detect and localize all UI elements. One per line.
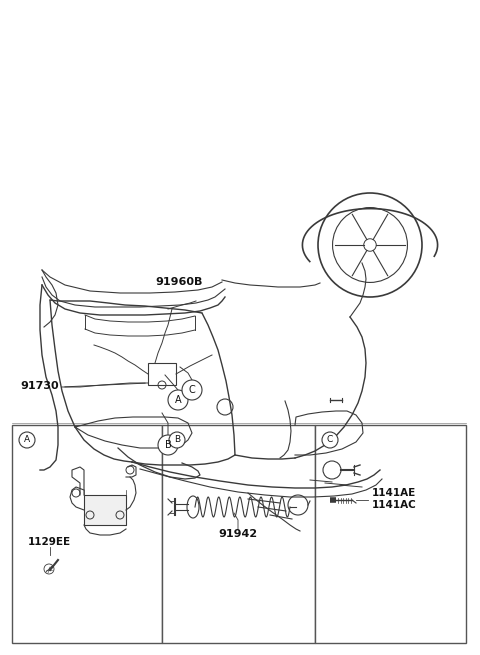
Circle shape [168, 390, 188, 410]
Text: B: B [174, 436, 180, 445]
Text: A: A [24, 436, 30, 445]
Text: 91730: 91730 [20, 381, 59, 391]
Text: C: C [189, 385, 195, 395]
Bar [315, 425, 466, 643]
Text: 1129EE: 1129EE [28, 537, 71, 547]
Circle shape [364, 239, 376, 252]
Circle shape [322, 432, 338, 448]
Circle shape [182, 380, 202, 400]
Text: 1141AE: 1141AE [372, 488, 416, 498]
Text: C: C [327, 436, 333, 445]
Text: A: A [175, 395, 181, 405]
Bar [12, 425, 162, 643]
Circle shape [169, 432, 185, 448]
Bar [148, 363, 176, 385]
Bar [84, 495, 126, 525]
Circle shape [19, 432, 35, 448]
Circle shape [158, 435, 178, 455]
Text: 1141AC: 1141AC [372, 500, 417, 510]
Text: B: B [165, 440, 171, 450]
Text: 91942: 91942 [218, 529, 257, 539]
Text: 91960B: 91960B [155, 277, 203, 287]
Bar [162, 425, 315, 643]
